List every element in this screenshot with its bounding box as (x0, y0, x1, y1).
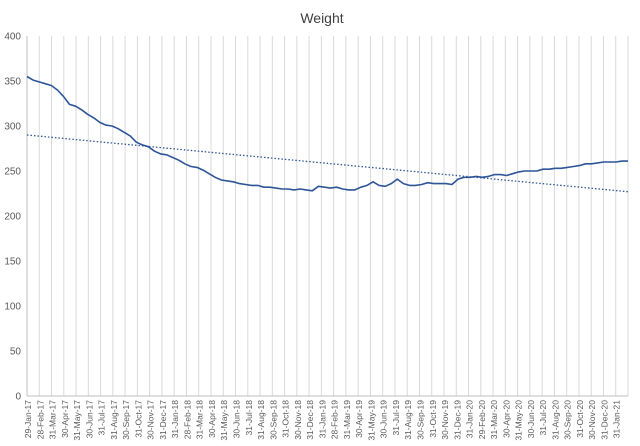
x-tick-label: 30-Apr-17 (60, 400, 70, 438)
y-tick-label: 350 (4, 77, 21, 88)
x-tick-label: 31-Jan-21 (612, 400, 622, 439)
x-tick-label: 31-Jul-20 (538, 400, 548, 436)
trendline (26, 134, 629, 193)
x-tick-label: 31-Jan-19 (317, 400, 327, 439)
x-tick-label: 31-Dec-18 (305, 400, 315, 440)
x-tick-label: 31-Mar-20 (489, 400, 499, 439)
x-tick-label: 31-Aug-17 (109, 400, 119, 440)
y-tick-label: 150 (4, 257, 21, 268)
x-tick-label: 30-Nov-18 (293, 400, 303, 440)
x-tick-label: 31-Jul-19 (391, 400, 401, 436)
x-tick-label: 31-May-20 (514, 400, 524, 441)
x-tick-label: 31-Mar-18 (195, 400, 205, 439)
x-tick-label: 31-Jan-18 (170, 400, 180, 439)
x-tick-label: 30-Nov-19 (440, 400, 450, 440)
y-axis-ticks: 0 50 100 150 200 250 300 350 400 (4, 32, 21, 403)
x-tick-label: 28-Feb-17 (35, 400, 45, 439)
x-tick-label: 31-Dec-19 (452, 400, 462, 440)
grid-lines (26, 36, 629, 397)
x-tick-label: 31-Oct-20 (575, 400, 585, 438)
y-tick-label: 400 (4, 32, 21, 43)
x-tick-label: 31-Oct-19 (428, 400, 438, 438)
y-tick-label: 50 (10, 347, 22, 358)
weight-series-line (26, 75, 628, 192)
x-tick-label: 30-Apr-19 (354, 400, 364, 438)
x-tick-label: 30-Sep-19 (415, 400, 425, 440)
x-tick-label: 31-Dec-20 (599, 400, 609, 440)
x-tick-label: 30-Jun-19 (379, 400, 389, 439)
x-tick-label: 30-Nov-17 (146, 400, 156, 440)
x-tick-label: 30-Sep-17 (121, 400, 131, 440)
chart-title: Weight (300, 10, 343, 26)
x-tick-label: 30-Jun-18 (232, 400, 242, 439)
x-tick-label: 31-Jan-20 (465, 400, 475, 439)
x-tick-label: 31-Aug-19 (403, 400, 413, 440)
x-tick-label: 31-Dec-17 (158, 400, 168, 440)
x-tick-label: 31-Jul-18 (244, 400, 254, 436)
x-tick-label: 30-Sep-20 (563, 400, 573, 440)
x-tick-label: 30-Jun-20 (526, 400, 536, 439)
x-tick-label: 28-Feb-18 (182, 400, 192, 439)
x-tick-label: 31-May-17 (72, 400, 82, 441)
y-tick-label: 300 (4, 122, 21, 133)
x-tick-label: 30-Apr-18 (207, 400, 217, 438)
x-tick-label: 30-Apr-20 (501, 400, 511, 438)
x-axis-ticks: 29-Jan-17 28-Feb-17 31-Mar-17 30-Apr-17 31-M… (23, 400, 622, 441)
x-tick-label: 31-Aug-20 (550, 400, 560, 440)
x-tick-label: 29-Jan-17 (23, 400, 33, 439)
y-tick-label: 0 (15, 392, 21, 403)
x-tick-label: 30-Sep-18 (268, 400, 278, 440)
x-tick-label: 30-Jun-17 (84, 400, 94, 439)
x-tick-label: 31-Aug-18 (256, 400, 266, 440)
x-tick-label: 31-Mar-17 (48, 400, 58, 439)
x-tick-label: 31-Oct-17 (133, 400, 143, 438)
x-tick-label: 28-Feb-19 (330, 400, 340, 439)
x-tick-label: 31-Jul-17 (97, 400, 107, 436)
y-tick-label: 200 (4, 212, 21, 223)
x-tick-label: 31-May-19 (366, 400, 376, 441)
x-tick-label: 29-Feb-20 (477, 400, 487, 439)
series-group (26, 75, 629, 193)
y-tick-label: 100 (4, 302, 21, 313)
x-tick-label: 31-Mar-19 (342, 400, 352, 439)
x-tick-label: 31-Oct-18 (281, 400, 291, 438)
x-tick-label: 30-Nov-20 (587, 400, 597, 440)
y-tick-label: 250 (4, 167, 21, 178)
x-tick-label: 31-May-18 (219, 400, 229, 441)
